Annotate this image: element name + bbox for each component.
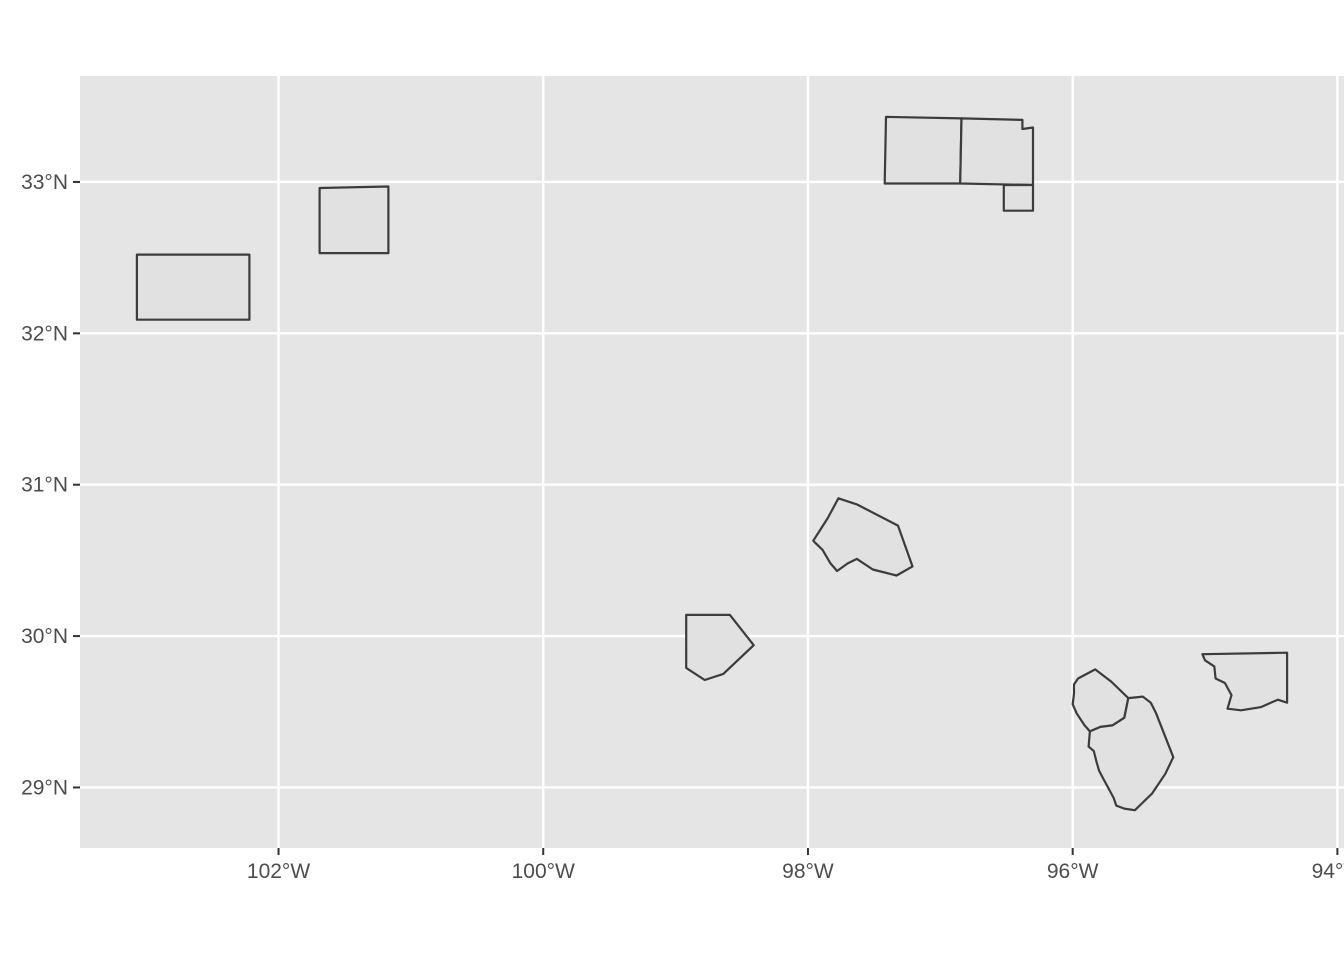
county-polygon: [1201, 651, 1289, 712]
county-polygon: [1087, 695, 1175, 812]
y-tick-label: 33°N: [21, 171, 68, 194]
x-tick-label: 98°W: [782, 860, 834, 883]
y-tick-label: 30°N: [21, 625, 68, 648]
county-polygon: [135, 253, 251, 321]
county-polygon: [318, 185, 390, 255]
x-axis: 102°W 100°W 98°W 96°W 94°W: [247, 848, 1344, 883]
county-polygon: [812, 497, 914, 577]
y-tick-label: 29°N: [21, 776, 68, 799]
county-polygon: [685, 613, 755, 682]
county-polygons: [135, 115, 1289, 812]
x-tick-label: 94°W: [1312, 860, 1344, 883]
y-axis: 33°N 32°N 31°N 30°N 29°N: [21, 171, 80, 799]
x-tick-label: 102°W: [247, 860, 310, 883]
county-polygon: [1002, 183, 1035, 212]
county-polygon: [959, 117, 1035, 187]
y-tick-label: 32°N: [21, 322, 68, 345]
x-tick-label: 100°W: [512, 860, 575, 883]
county-polygon: [883, 115, 963, 185]
x-tick-label: 96°W: [1047, 860, 1099, 883]
y-tick-label: 31°N: [21, 474, 68, 497]
